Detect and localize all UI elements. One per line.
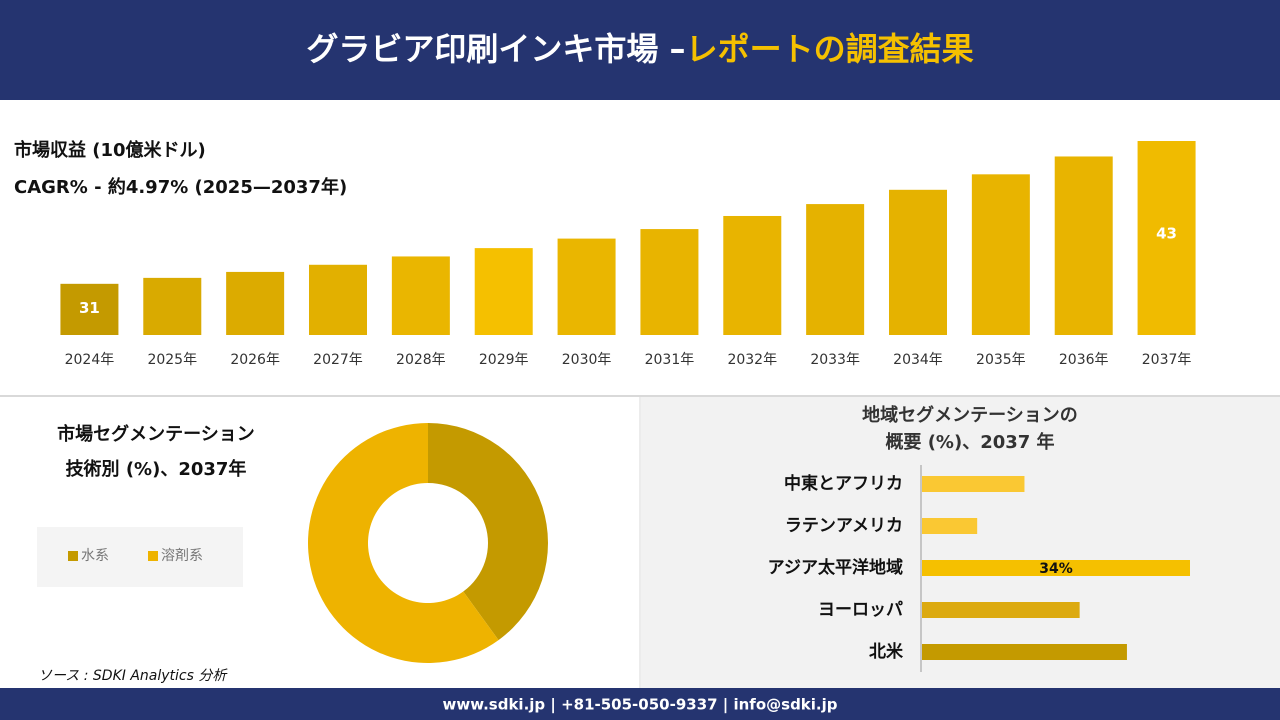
- bar: [226, 271, 285, 335]
- legend-label: 水系: [81, 548, 109, 564]
- x-tick-label: 2027年: [313, 352, 363, 368]
- legend-swatch: [148, 551, 158, 561]
- chart-title: 市場セグメンテーション: [57, 423, 255, 445]
- data-label: 31: [79, 299, 100, 317]
- x-tick-label: 2034年: [893, 352, 943, 368]
- bar: [391, 256, 450, 335]
- region-panel: [641, 397, 1280, 688]
- chart-subtitle: CAGR% - 約4.97% (2025—2037年): [14, 176, 347, 198]
- bar: [922, 602, 1080, 618]
- pie-slice: [308, 423, 499, 663]
- bar: [971, 174, 1030, 335]
- x-tick-label: 2031年: [645, 352, 695, 368]
- x-tick-label: 2036年: [1059, 352, 1109, 368]
- bar: [1054, 156, 1113, 335]
- chart-title: 概要 (%)、2037 年: [885, 431, 1054, 453]
- header-title-highlight: レポートの調査結果: [686, 30, 974, 68]
- header-title-main: グラビア印刷インキ市場 –: [306, 30, 685, 68]
- x-tick-label: 2026年: [230, 352, 280, 368]
- legend-box: [37, 527, 243, 587]
- bar: [309, 264, 367, 335]
- bar: [922, 560, 1190, 576]
- chart-title: 市場収益 (10億米ドル): [14, 139, 206, 161]
- x-tick-label: 2033年: [810, 352, 860, 368]
- bar: [143, 277, 202, 335]
- legend-swatch: [68, 551, 78, 561]
- x-tick-label: 2025年: [147, 352, 197, 368]
- y-tick-label: ヨーロッパ: [818, 600, 903, 620]
- y-tick-label: アジア太平洋地域: [768, 557, 903, 578]
- bar: [60, 283, 119, 335]
- x-tick-label: 2030年: [562, 352, 612, 368]
- bar: [723, 215, 782, 335]
- bar: [1137, 141, 1196, 335]
- y-tick-label: ラテンアメリカ: [785, 516, 903, 536]
- y-tick-label: 中東とアフリカ: [784, 473, 903, 494]
- bar: [922, 644, 1127, 660]
- x-tick-label: 2024年: [65, 352, 115, 368]
- bar: [889, 189, 947, 335]
- legend-label: 溶剤系: [161, 548, 203, 564]
- x-tick-label: 2029年: [479, 352, 529, 368]
- x-tick-label: 2032年: [727, 352, 777, 368]
- x-tick-label: 2037年: [1142, 352, 1192, 368]
- bar: [806, 204, 865, 335]
- pie-slice: [428, 423, 548, 641]
- chart-title: 地域セグメンテーションの: [862, 404, 1078, 426]
- data-label: 34%: [1039, 561, 1073, 577]
- data-label: 43: [1156, 225, 1177, 243]
- bar: [640, 229, 699, 335]
- header-bar: [0, 0, 1280, 100]
- bar: [922, 476, 1025, 492]
- footer-contact: www.sdki.jp | +81-505-050-9337 | info@sd…: [442, 696, 837, 715]
- y-tick-label: 北米: [869, 641, 904, 662]
- bar: [557, 238, 616, 335]
- header-title: グラビア印刷インキ市場 –レポートの調査結果: [306, 30, 973, 68]
- x-tick-label: 2035年: [976, 352, 1026, 368]
- footer-bar: [0, 688, 1280, 720]
- source-note: ソース : SDKI Analytics 分析: [38, 668, 228, 684]
- chart-title: 技術別 (%)、2037年: [66, 458, 247, 480]
- x-tick-label: 2028年: [396, 352, 446, 368]
- bar: [922, 518, 978, 534]
- bar: [474, 248, 533, 335]
